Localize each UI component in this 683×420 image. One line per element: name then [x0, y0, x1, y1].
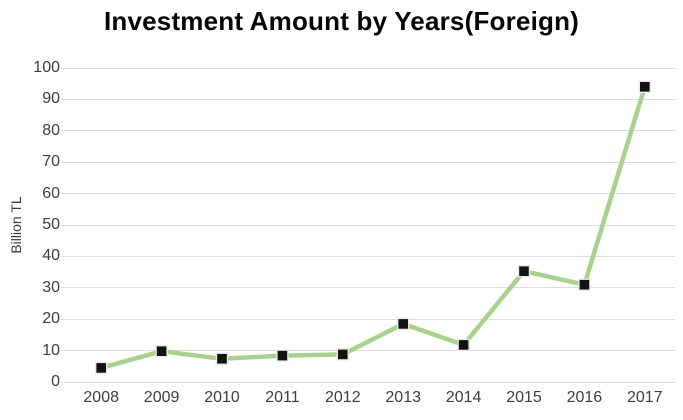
- gridline-y20: [61, 318, 675, 320]
- y-tick-label-0: 0: [51, 373, 60, 390]
- x-tick-label-2008: 2008: [83, 389, 119, 406]
- y-tick-label-90: 90: [42, 90, 60, 108]
- x-tick-label-2014: 2014: [445, 389, 482, 406]
- data-point-marker-2013: [397, 317, 410, 331]
- gridline-y10: [61, 350, 675, 352]
- x-tick-label-2010: 2010: [204, 389, 240, 406]
- gridline-y60: [61, 193, 675, 195]
- y-tick-label-30: 30: [42, 278, 60, 296]
- gridline-y80: [61, 130, 675, 132]
- gridline-y90: [61, 98, 675, 100]
- data-point-marker-2014: [457, 338, 470, 352]
- data-point-marker-2016: [578, 278, 591, 291]
- y-tick-label-100: 100: [33, 59, 60, 76]
- gridline-y40: [61, 255, 675, 257]
- y-tick-label-20: 20: [42, 310, 60, 328]
- x-tick-label-2017: 2017: [627, 389, 663, 406]
- x-tick-label-2015: 2015: [506, 389, 542, 406]
- data-point-marker-2012: [336, 348, 349, 361]
- gridline-y0: [61, 381, 675, 383]
- chart-title: Investment Amount by Years(Foreign): [103, 6, 580, 36]
- y-tick-label-40: 40: [42, 247, 60, 265]
- data-point-marker-2017: [638, 80, 651, 94]
- series-svg: [95, 80, 651, 375]
- x-tick-label-2009: 2009: [143, 389, 180, 406]
- gridline-y50: [61, 224, 675, 226]
- x-tick-label-2011: 2011: [265, 389, 300, 406]
- y-tick-label-10: 10: [42, 341, 60, 359]
- data-point-marker-2008: [95, 361, 108, 375]
- data-point-marker-2009: [155, 345, 168, 358]
- x-tick-label-2012: 2012: [325, 389, 361, 406]
- gridline-y30: [61, 287, 675, 289]
- trend-line: [98, 84, 648, 371]
- data-point-marker-2010: [215, 352, 229, 365]
- y-tick-label-50: 50: [42, 216, 60, 233]
- x-tick-label-2016: 2016: [566, 389, 603, 406]
- plot-area: 0 10 20 30 40 50 60 70 80 90 100 2008 2009 2010 2011 20…: [33, 59, 675, 406]
- y-tick-label-60: 60: [42, 184, 60, 202]
- y-tick-label-80: 80: [42, 121, 60, 139]
- data-point-marker-2011: [276, 349, 289, 362]
- gridline-y100: [61, 67, 675, 69]
- y-tick-label-70: 70: [42, 153, 60, 171]
- gridline-y70: [61, 161, 675, 163]
- x-tick-label-2013: 2013: [385, 389, 421, 406]
- data-point-marker-2015: [517, 264, 531, 278]
